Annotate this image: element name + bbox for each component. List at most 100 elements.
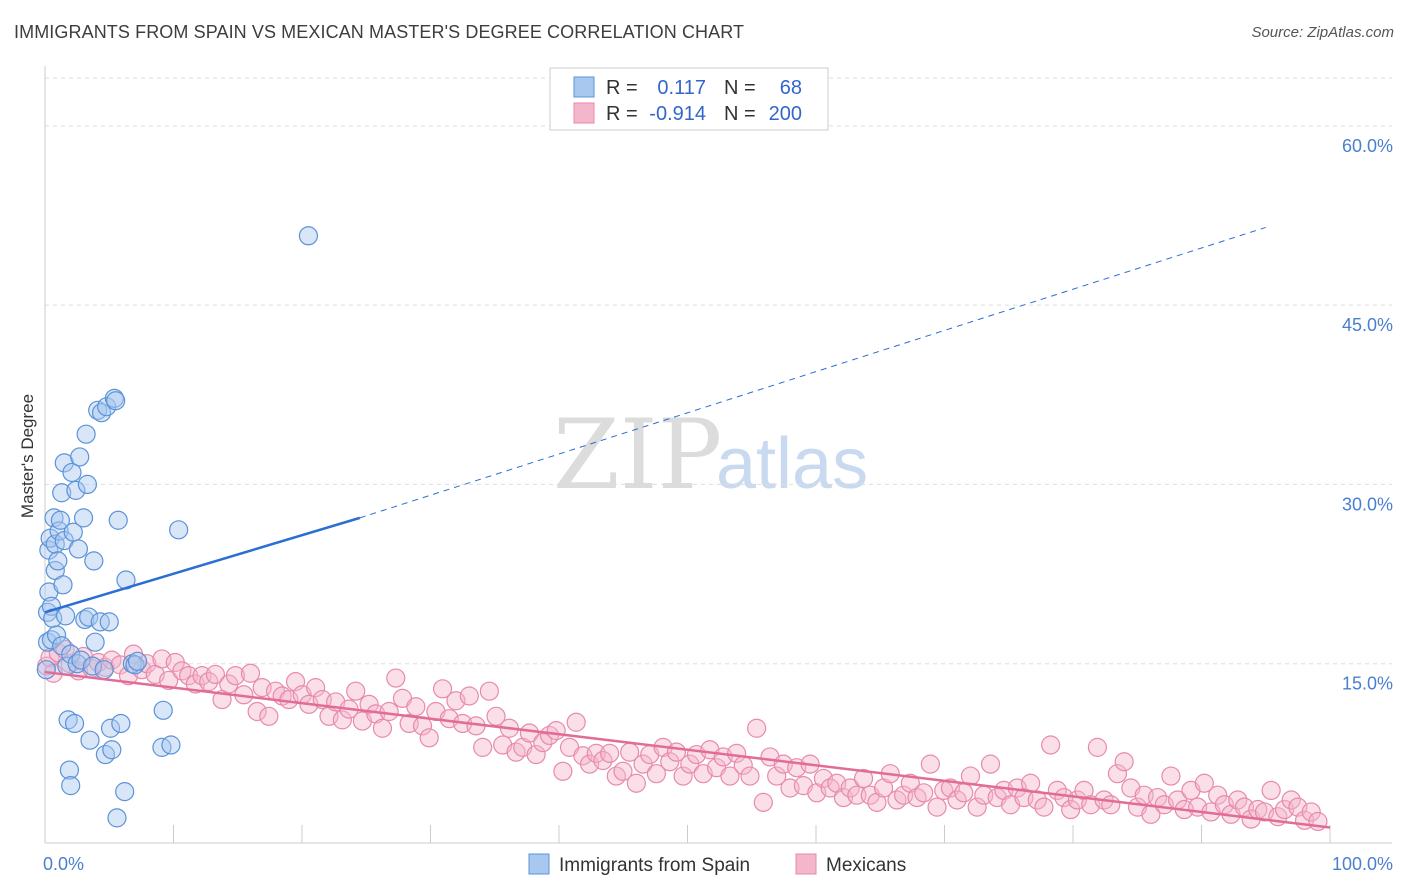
mexicans-point-26	[205, 664, 225, 685]
mexicans-point-45	[332, 710, 352, 730]
spain-point-46	[91, 403, 112, 423]
mexicans-point-169	[1161, 766, 1181, 786]
spain-point-67	[127, 651, 148, 671]
mexicans-point-132	[914, 783, 934, 803]
mexicans-point-29	[225, 666, 246, 686]
legend-swatch-pink	[573, 102, 595, 124]
trend-lines	[44, 226, 1331, 829]
mexicans-point-83	[586, 743, 606, 763]
mexicans-point-134	[927, 797, 947, 817]
mexicans-point-150	[1034, 797, 1054, 817]
spain-point-65	[169, 520, 189, 540]
spain-point-34	[71, 650, 91, 670]
spain-point-25	[61, 776, 81, 796]
legend-r-value-1: 0.117	[657, 77, 706, 99]
spain-point-24	[59, 760, 80, 780]
mexicans-point-52	[379, 701, 399, 722]
mexicans-point-92	[646, 764, 667, 784]
mexicans-point-90	[633, 754, 653, 774]
mexicans-point-78	[553, 761, 573, 781]
mexicans-point-108	[753, 792, 773, 812]
mexicans-point-31	[240, 663, 261, 683]
mexicans-point-41	[306, 678, 326, 698]
y-tick-labels: 15.0% 30.0% 45.0% 60.0%	[1342, 136, 1393, 694]
mexicans-point-97	[680, 754, 700, 774]
mexicans-point-58	[419, 728, 439, 748]
spain-point-33	[70, 447, 90, 467]
legend-n-value-1: 68	[780, 77, 802, 99]
mexicans-point-85	[600, 743, 620, 763]
mexicans-point-133	[920, 754, 940, 774]
axes	[44, 66, 1392, 844]
mexicans-point-174	[1194, 773, 1214, 793]
spain-point-26	[61, 644, 81, 664]
bottom-legend-swatch-spain	[528, 853, 550, 875]
spain-point-51	[100, 718, 121, 738]
mexicans-point-179	[1228, 790, 1248, 810]
spain-point-57	[111, 713, 131, 734]
watermark-zip: ZIP	[553, 399, 722, 511]
mexicans-point-53	[386, 668, 406, 688]
spain-point-21	[55, 606, 76, 626]
spain-point-0	[36, 660, 56, 680]
spain-point-55	[107, 808, 127, 828]
spain-point-31	[67, 654, 87, 674]
spain-point-32	[68, 539, 89, 559]
spain-point-40	[80, 730, 100, 750]
mexicans-point-56	[406, 697, 426, 717]
y-tick-label-2: 45.0%	[1342, 315, 1393, 335]
spain-trend-extension	[359, 226, 1266, 519]
spain-point-64	[161, 735, 181, 755]
spain-point-58	[115, 782, 135, 802]
spain-point-27	[62, 462, 82, 483]
mexicans-point-49	[359, 694, 379, 714]
spain-point-61	[125, 655, 145, 675]
mexicans-point-187	[1281, 790, 1301, 810]
spain-point-15	[50, 510, 71, 530]
spain-point-37	[76, 424, 96, 444]
legend-r-label-2: R =	[606, 103, 638, 125]
mexicans-point-160	[1101, 795, 1121, 815]
spain-point-43	[85, 632, 105, 652]
mexicans-point-158	[1087, 737, 1108, 757]
mexicans-point-67	[479, 681, 499, 701]
spain-points	[36, 226, 319, 828]
spain-point-47	[94, 660, 114, 680]
spain-point-18	[53, 575, 73, 595]
y-tick-label-0: 15.0%	[1342, 674, 1393, 694]
bottom-legend-swatch-mexicans	[795, 853, 817, 875]
mexicans-point-154	[1061, 799, 1081, 820]
bottom-legend-label-mexicans: Mexicans	[826, 855, 906, 876]
mexicans-point-106	[740, 766, 760, 786]
y-tick-label-3: 60.0%	[1342, 136, 1393, 156]
watermark: ZIP atlas	[553, 399, 868, 511]
mexicans-point-60	[432, 679, 453, 699]
chart-source: Source: ZipAtlas.com	[1251, 24, 1394, 41]
mexicans-point-75	[533, 732, 553, 753]
mexicans-point-190	[1301, 802, 1321, 822]
mexicans-point-64	[459, 686, 479, 706]
spain-point-12	[46, 625, 67, 645]
spain-trend-line	[44, 516, 361, 614]
legend-n-label-2: N =	[724, 103, 756, 125]
series-legend: Immigrants from Spain Mexicans	[528, 853, 906, 876]
spain-point-42	[84, 551, 104, 571]
mexicans-point-103	[720, 766, 740, 786]
correlation-legend: R = 0.117 N = 68 R = -0.914 N = 200	[549, 67, 829, 131]
spain-point-30	[66, 480, 86, 500]
mexicans-point-151	[1041, 735, 1061, 755]
x-tick-label-1: 100.0%	[1332, 854, 1393, 874]
spain-point-39	[79, 607, 99, 627]
mexicans-point-123	[853, 768, 874, 789]
spain-point-50	[99, 612, 119, 632]
mexicans-point-80	[566, 712, 586, 732]
mexicans-point-74	[526, 744, 546, 765]
legend-n-value-2: 200	[769, 103, 802, 125]
mexicans-point-104	[726, 743, 747, 763]
mexicans-point-140	[967, 797, 987, 817]
mexicans-point-142	[980, 754, 1001, 774]
mexicans-point-68	[486, 706, 506, 726]
mexicans-point-84	[593, 750, 613, 771]
bottom-legend-label-spain: Immigrants from Spain	[559, 855, 750, 876]
spain-point-63	[153, 700, 173, 720]
